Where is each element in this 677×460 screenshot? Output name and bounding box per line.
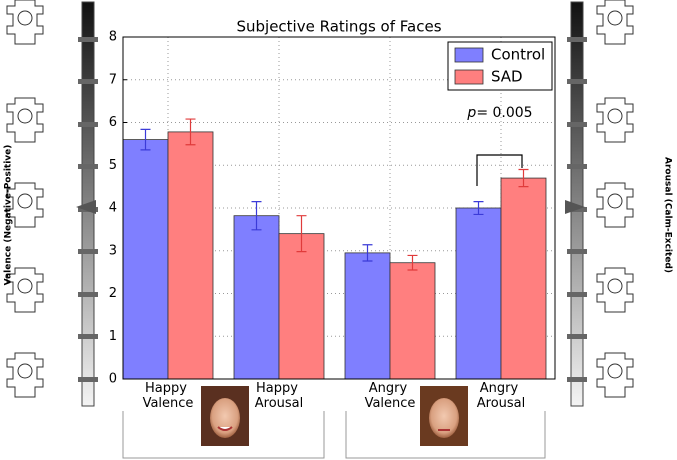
manikin (6, 0, 44, 45)
manikin-head (17, 108, 33, 124)
significance-bracket (476, 154, 523, 186)
valence-pointer (76, 200, 96, 214)
plot-frame (122, 36, 556, 380)
bar (344, 252, 391, 380)
y-tick-label: 3 (109, 243, 117, 258)
error-bar (185, 118, 196, 146)
manikin (596, 267, 634, 313)
y-tick-label: 8 (109, 30, 117, 45)
x-tick-label: Happy Valence (143, 381, 194, 411)
arousal-pointer (565, 200, 585, 214)
y-tick-label: 7 (109, 72, 117, 87)
manikin-head (607, 108, 623, 124)
manikin (6, 182, 44, 228)
legend-label: Control (491, 46, 545, 64)
happy-mouth (217, 426, 233, 431)
manikins (6, 0, 634, 398)
bar (500, 177, 547, 380)
y-tick-label: 4 (109, 201, 117, 216)
happy-face (210, 398, 240, 438)
manikin (596, 0, 634, 45)
manikin-head (607, 278, 623, 294)
error-bar (518, 168, 529, 188)
manikin-head (17, 363, 33, 379)
y-tick-label: 6 (109, 115, 117, 130)
bar (278, 233, 325, 380)
error-bar (407, 254, 418, 271)
error-bar (251, 200, 262, 231)
manikin-head (607, 363, 623, 379)
legend-swatch (454, 47, 484, 63)
bar (455, 207, 502, 380)
happy-bracket (122, 411, 325, 459)
error-bar (296, 215, 307, 253)
x-tick-label: Angry Valence (365, 381, 416, 411)
chart-title: Subjective Ratings of Faces (236, 18, 441, 36)
right-scale-label: Arousal (Calm-Excited) (663, 157, 673, 273)
x-tick-label: Happy Arousal (255, 381, 304, 411)
manikin-head (17, 10, 33, 26)
bar (233, 215, 280, 380)
manikin-head (17, 278, 33, 294)
y-tick-label: 0 (109, 372, 117, 387)
y-tick-label: 1 (109, 329, 117, 344)
error-bar (140, 128, 151, 151)
left-scale-label: Valence (Negative-Positive) (4, 145, 14, 286)
angry-face (429, 398, 459, 438)
legend-label: SAD (491, 68, 523, 86)
manikin (6, 97, 44, 143)
manikin-head (607, 10, 623, 26)
y-tick-label: 2 (109, 286, 117, 301)
legend-swatch (454, 69, 484, 85)
annotation: p= 0.005 (466, 105, 532, 121)
bar (122, 139, 169, 380)
manikin-head (607, 193, 623, 209)
bar (389, 262, 436, 380)
error-bar (473, 200, 484, 216)
manikin (6, 267, 44, 313)
x-tick-label: Angry Arousal (477, 381, 526, 411)
manikin (6, 352, 44, 398)
manikin-head (17, 193, 33, 209)
manikin (596, 352, 634, 398)
angry-bracket (345, 411, 546, 459)
y-tick-label: 5 (109, 158, 117, 173)
manikin (596, 182, 634, 228)
manikin (596, 97, 634, 143)
bar (167, 131, 214, 380)
error-bar (362, 244, 373, 262)
